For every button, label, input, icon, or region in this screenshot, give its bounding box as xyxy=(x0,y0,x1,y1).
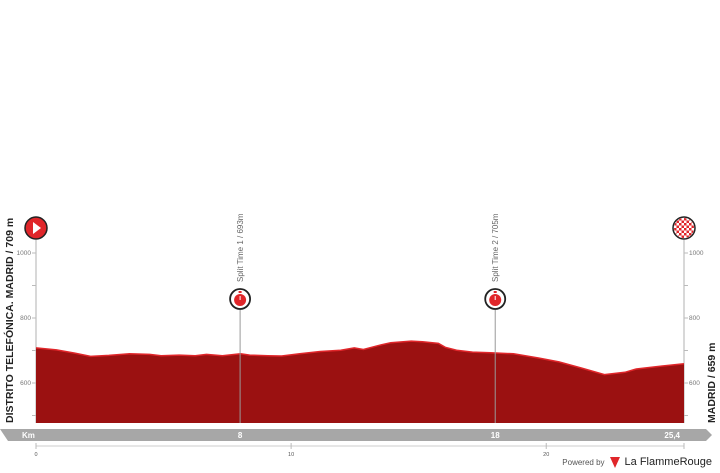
checker-square xyxy=(686,235,689,238)
checker-square xyxy=(679,223,682,226)
checker-square xyxy=(684,223,687,226)
km-band-label: 8 xyxy=(238,431,243,440)
checker-square xyxy=(679,218,682,221)
checker-square xyxy=(674,228,677,231)
checker-square xyxy=(686,225,689,228)
km-band-label: Km xyxy=(22,431,35,440)
y-tick-label-right: 1000 xyxy=(689,250,704,257)
x-tick-label: 20 xyxy=(543,452,549,458)
checker-square xyxy=(684,233,687,236)
la-flamme-rouge-logo-icon xyxy=(609,456,620,468)
y-tick-label-left: 800 xyxy=(20,315,31,322)
start-location-label: DISTRITO TELEFÓNICA. MADRID / 709 m xyxy=(3,218,16,423)
split-time-label: Split Time 2 / 705m xyxy=(491,213,500,282)
checker-square xyxy=(681,235,684,238)
checker-square xyxy=(676,230,679,233)
powered-by: Powered by La FlammeRouge xyxy=(562,456,712,468)
km-band-label: 18 xyxy=(491,431,500,440)
brand-part-2: Rouge xyxy=(679,456,712,468)
checker-square xyxy=(681,220,684,223)
km-band xyxy=(0,429,712,441)
x-tick-label: 0 xyxy=(34,452,37,458)
checkered-flag-icon xyxy=(672,216,696,240)
play-triangle xyxy=(33,222,41,234)
km-band-label: 25,4 xyxy=(664,431,680,440)
y-tick-label-left: 600 xyxy=(20,380,31,387)
x-tick-label: 10 xyxy=(288,452,294,458)
checker-square xyxy=(679,228,682,231)
checker-square xyxy=(686,220,689,223)
checker-square xyxy=(684,218,687,221)
finish-location-label: MADRID / 659 m xyxy=(706,342,718,423)
checker-square xyxy=(674,223,677,226)
checker-square xyxy=(691,230,694,233)
checker-square xyxy=(676,225,679,228)
split-time-label: Split Time 1 / 693m xyxy=(236,213,245,282)
checker-square xyxy=(681,230,684,233)
checker-square xyxy=(686,230,689,233)
checker-square xyxy=(689,233,692,236)
checker-square xyxy=(689,223,692,226)
checker-square xyxy=(684,228,687,231)
y-tick-label-right: 800 xyxy=(689,315,700,322)
powered-by-text: Powered by xyxy=(562,457,605,467)
checker-square xyxy=(676,220,679,223)
y-tick-label-right: 600 xyxy=(689,380,700,387)
stopwatch-button xyxy=(493,291,497,293)
checker-square xyxy=(681,225,684,228)
checker-square xyxy=(679,233,682,236)
checker-square xyxy=(691,225,694,228)
brand-part-1: La Flamme xyxy=(624,456,680,468)
checker-square xyxy=(689,228,692,231)
elevation-edge xyxy=(35,340,685,376)
brand-name: La FlammeRouge xyxy=(625,456,712,468)
stopwatch-button xyxy=(238,291,242,293)
y-tick-label-left: 1000 xyxy=(17,250,32,257)
elevation-area xyxy=(36,341,684,423)
